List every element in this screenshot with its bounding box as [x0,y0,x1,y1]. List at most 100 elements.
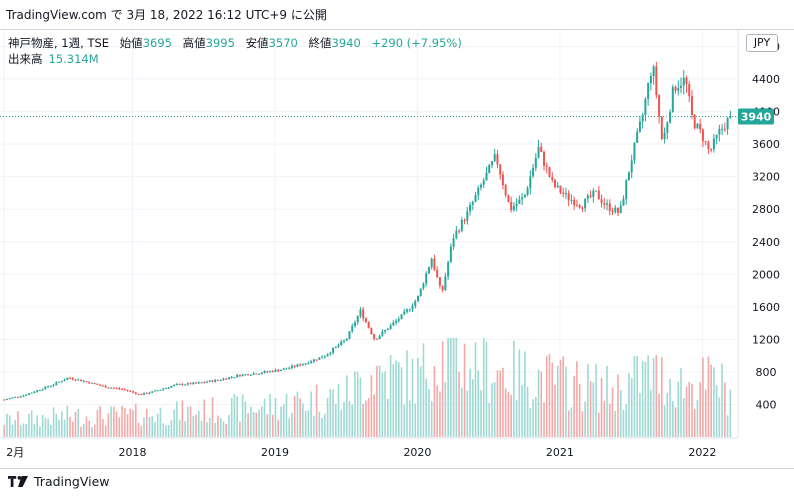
candle-body [277,369,280,371]
volume-bar [321,417,323,437]
volume-bar [269,394,271,437]
candle-body [159,389,162,391]
volume-bar [488,403,491,437]
candle-body [156,390,159,392]
volume-bar [499,370,501,437]
volume-bar [414,403,417,437]
candle-body [356,316,359,323]
volume-bar [518,349,521,437]
price-tick-label: 2400 [752,236,780,249]
candle-body [90,382,93,384]
candle-body [186,383,189,385]
candle-body [99,384,102,386]
candle-body [143,392,146,395]
candle-body [282,368,285,370]
candle-body [121,388,124,390]
candle-body [666,122,669,133]
low-value: 3570 [268,36,298,50]
candle-body [208,380,211,382]
candle-body [299,364,302,366]
candle-body [469,204,472,212]
volume-bar [466,390,469,437]
volume-bar [132,410,134,437]
candle-body [151,391,154,393]
volume-bar [724,382,726,437]
volume-bar [485,341,488,437]
candle-body [710,148,713,150]
volume-bar [28,413,30,437]
candle-body [663,132,666,139]
price-tick-label: 3200 [752,171,780,184]
volume-bar [532,399,534,437]
currency-button[interactable]: JPY [746,34,778,52]
volume-bar [30,410,33,437]
candle-body [77,379,80,381]
price-tick-label: 1200 [752,333,780,346]
time-tick-label: 2018 [118,446,146,459]
candle-body [197,382,200,384]
volume-bar [417,358,419,437]
candle-body [49,385,52,387]
candle-body [507,195,510,203]
volume-bar [219,418,222,437]
volume-bar [52,407,55,437]
candle-body [493,154,496,162]
high-value: 3995 [205,36,235,50]
candle-body [238,374,241,377]
volume-bar [178,420,181,437]
low-label: 安値 [245,36,269,50]
volume-bar [184,421,186,437]
volume-bar [674,407,677,437]
volume-bar [17,411,19,437]
volume-bar [592,382,595,437]
volume-bar [61,411,63,437]
candle-body [523,194,526,198]
footer-brand[interactable]: TradingView [8,474,110,489]
volume-bar [225,423,228,437]
candle-body [247,374,250,376]
candle-body [641,114,644,122]
volume-bar [296,391,299,437]
candle-body [129,390,132,392]
volume-bar [58,419,60,437]
candle-body [386,329,389,331]
volume-bar [181,400,184,437]
volume-bar [636,356,638,437]
candle-body [137,394,140,396]
candle-body [562,192,565,194]
volume-bar [444,382,447,437]
candle-body [512,206,515,211]
candle-body [416,295,419,302]
candle-body [515,203,518,207]
candle-body [74,379,77,381]
volume-bar [641,360,644,437]
volume-bar [400,367,403,437]
candle-body [699,123,702,130]
price-tick-label: 3600 [752,138,780,151]
candle-body [258,373,261,375]
volume-bar [562,356,564,437]
volume-bar [611,387,614,437]
volume-bar [480,390,482,437]
candle-body [47,386,50,388]
candle-body [444,276,447,291]
volume-bar [118,417,121,437]
candle-body [123,389,126,391]
volume-bar [603,400,606,437]
candle-body [411,306,414,310]
symbol-name: 神戸物産, 1週, TSE [8,36,110,50]
candle-body [340,341,343,346]
chart-legend: 神戸物産, 1週, TSE 始値3695 高値3995 安値3570 終値394… [8,35,462,67]
volume-bar [496,370,499,437]
candle-body [534,157,537,168]
volume-bar [329,389,332,437]
candle-body [19,396,22,398]
volume-bar [187,406,189,437]
price-tick-label: 800 [756,366,777,379]
candle-body [375,338,378,340]
candle-body [671,86,674,112]
candle-body [595,190,598,192]
candle-body [348,331,351,339]
volume-bar [293,395,296,437]
